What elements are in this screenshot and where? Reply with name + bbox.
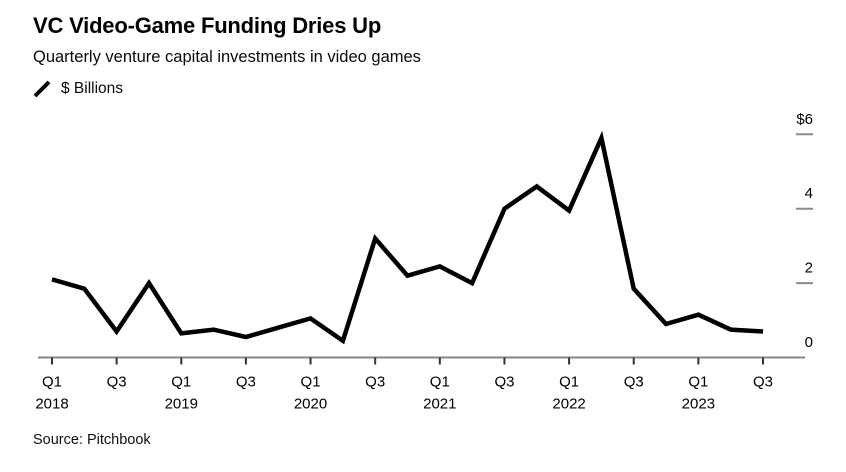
legend-series-label: $ Billions [61,80,124,97]
chart-subtitle: Quarterly venture capital investments in… [33,48,421,66]
x-axis-quarter-label: Q1 [430,374,450,391]
x-axis-quarter-label: Q3 [494,374,514,391]
x-axis-quarter-label: Q1 [559,374,579,391]
x-axis-quarter-label: Q3 [236,374,256,391]
page-title: VC Video-Game Funding Dries Up [33,13,382,38]
x-axis-quarter-label: Q3 [107,374,127,391]
source-credit: Source: Pitchbook [33,432,151,448]
x-axis-quarter-label: Q3 [624,374,644,391]
y-axis-tick-label: $6 [796,111,813,128]
x-axis-year-label: 2018 [35,396,68,413]
x-axis-year-label: 2020 [294,396,327,413]
x-axis-quarter-label: Q1 [301,374,321,391]
series-line [51,130,764,345]
x-axis-year-label: 2022 [552,396,585,413]
x-axis-quarter-label: Q3 [753,374,773,391]
y-axis-tick-label: 2 [805,260,813,277]
chart-legend: $ Billions [33,80,123,98]
x-axis-quarter-label: Q1 [688,374,708,391]
x-axis-year-label: 2019 [165,396,198,413]
x-axis-quarter-label: Q3 [365,374,385,391]
y-axis-tick-label: 4 [805,185,813,202]
x-axis-year-label: 2021 [423,396,456,413]
x-axis-year-label: 2023 [682,396,715,413]
x-axis-quarter-label: Q1 [171,374,191,391]
x-axis-quarter-label: Q1 [42,374,62,391]
y-axis-tick-label: 0 [805,334,813,351]
line-series-key-icon [33,80,52,98]
